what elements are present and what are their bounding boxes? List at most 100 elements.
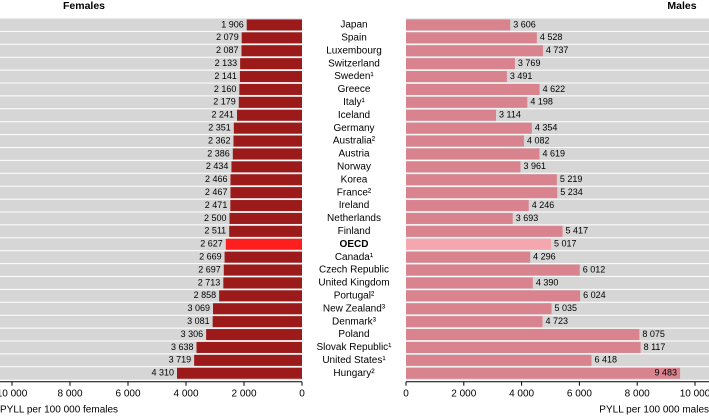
bar: [212, 303, 302, 315]
value-label: 2 466: [205, 174, 228, 184]
value-label: 6 012: [583, 264, 606, 274]
value-label: 2 697: [198, 264, 221, 274]
value-label: 3 719: [169, 355, 192, 365]
category-label: Italy¹: [343, 97, 365, 108]
value-label: 4 622: [543, 84, 566, 94]
category-label: Spain: [341, 32, 367, 43]
bar: [177, 367, 302, 379]
value-label: 2 362: [208, 135, 231, 145]
bar: [406, 264, 580, 276]
bar: [230, 200, 302, 212]
category-label: Netherlands: [327, 213, 381, 224]
value-label: 5 417: [566, 226, 589, 236]
category-label: Switzerland: [328, 58, 380, 69]
category-label: New Zealand³: [323, 303, 386, 314]
bar: [406, 109, 496, 121]
bar: [406, 71, 507, 83]
bar: [219, 290, 302, 302]
value-label: 3 306: [181, 329, 204, 339]
bar: [233, 122, 302, 134]
value-label: 3 491: [510, 71, 533, 81]
value-label: 2 179: [213, 97, 236, 107]
value-label: 4 723: [545, 316, 568, 326]
bar: [233, 135, 302, 147]
panel-title: Females: [63, 0, 105, 12]
x-tick-label: 0: [403, 388, 409, 399]
x-tick-label: 8 000: [625, 388, 650, 399]
bar: [212, 316, 302, 328]
bar: [406, 32, 537, 44]
bar: [406, 329, 640, 341]
value-label: 3 114: [499, 110, 521, 120]
x-tick-label: 6 000: [115, 388, 140, 399]
bar: [406, 290, 581, 302]
bar: [406, 83, 540, 95]
value-label: 3 769: [518, 58, 541, 68]
value-label: 3 081: [187, 316, 210, 326]
bar: [229, 212, 302, 224]
bar: [406, 367, 681, 379]
x-tick-label: 10 000: [680, 388, 709, 399]
value-label: 5 035: [555, 303, 578, 313]
value-label: 2 160: [214, 84, 237, 94]
bar: [196, 341, 302, 353]
category-label: Sweden¹: [334, 71, 374, 82]
category-label: Slovak Republic¹: [316, 342, 392, 353]
bar: [406, 341, 641, 353]
bar: [239, 71, 302, 83]
bar: [231, 161, 302, 173]
value-label: 6 418: [594, 355, 617, 365]
bar: [406, 354, 592, 366]
category-label: Luxembourg: [326, 45, 382, 56]
value-label: 1 906: [221, 19, 244, 29]
value-label: 2 627: [200, 239, 223, 249]
value-label: 3 606: [513, 19, 536, 29]
value-label: 9 483: [655, 368, 678, 378]
bar: [406, 174, 557, 186]
x-axis-label: PYLL per 100 000 males: [599, 405, 709, 416]
category-label: Austria: [338, 149, 370, 160]
x-tick-label: 2 000: [451, 388, 476, 399]
category-label: Canada¹: [335, 252, 374, 263]
bar: [406, 19, 511, 31]
category-label: Korea: [341, 174, 368, 185]
x-tick-label: 2 000: [231, 388, 256, 399]
value-label: 2 386: [207, 148, 230, 158]
category-label: United States¹: [322, 355, 386, 366]
value-label: 2 467: [205, 187, 228, 197]
bar: [406, 303, 552, 315]
value-label: 2 500: [204, 213, 227, 223]
value-label: 2 434: [206, 161, 229, 171]
bar: [232, 148, 302, 160]
value-label: 2 087: [216, 45, 239, 55]
bar: [406, 58, 515, 70]
value-label: 4 619: [542, 148, 565, 158]
value-label: 4 737: [546, 45, 569, 55]
value-label: 2 471: [205, 200, 228, 210]
bar: [406, 277, 533, 289]
bar: [241, 45, 302, 57]
bar: [406, 225, 563, 237]
bar: [237, 109, 302, 121]
bar: [240, 58, 302, 70]
value-label: 4 082: [527, 135, 550, 145]
value-label: 3 069: [187, 303, 210, 313]
value-label: 2 133: [215, 58, 238, 68]
value-label: 2 241: [211, 110, 234, 120]
bar: [406, 251, 531, 263]
bar: [194, 354, 302, 366]
category-label: Portugal²: [334, 290, 375, 301]
bar: [238, 96, 302, 108]
category-label: Japan: [340, 20, 367, 31]
category-label: Iceland: [338, 110, 370, 121]
bar: [406, 135, 524, 147]
value-label: 2 141: [214, 71, 237, 81]
value-label: 4 246: [532, 200, 555, 210]
category-label: Finland: [338, 226, 371, 237]
category-label: Czech Republic: [319, 265, 389, 276]
value-label: 3 638: [171, 342, 194, 352]
bar: [239, 83, 302, 95]
value-label: 5 234: [560, 187, 583, 197]
bar: [406, 212, 513, 224]
